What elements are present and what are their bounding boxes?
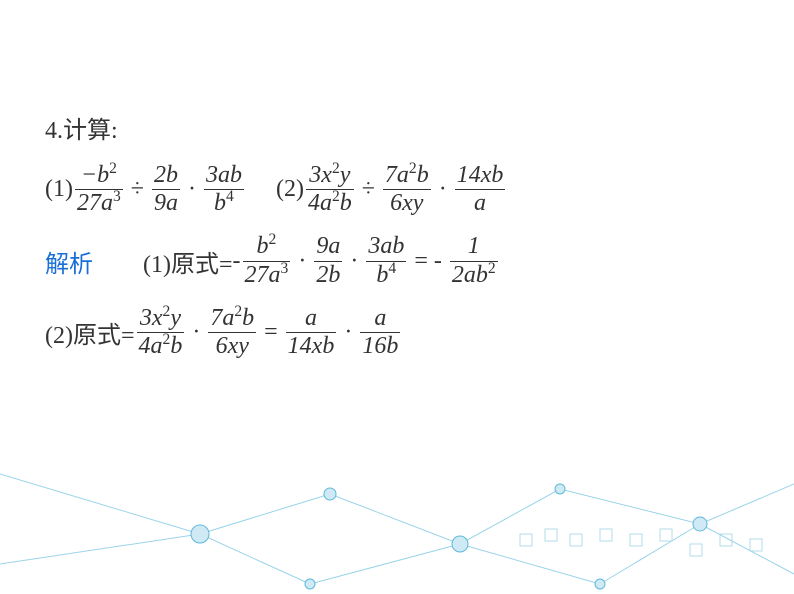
p2-f2-num-tail: b <box>417 162 429 188</box>
s2-f2-den: 6xy <box>214 334 251 359</box>
s1-frac3: 3ab b4 <box>366 234 406 287</box>
p1-f1-den: 27a <box>77 190 113 216</box>
s2-f4-den: 16b <box>360 334 400 359</box>
slide-content: 4.计算: (1) −b2 27a3 ÷ 2b 9a · 3ab b4 (2) … <box>45 110 754 377</box>
s1-neg: - <box>233 248 241 275</box>
s1-f1-den-sup: 3 <box>281 260 289 277</box>
p1-f3-num: 3ab <box>204 163 244 188</box>
s2-f1-num-tail: y <box>170 305 181 331</box>
s2-f1-den-tail: b <box>170 333 182 359</box>
p2-f1-den-sup: 2 <box>332 188 340 205</box>
s1-f1-num: b <box>257 233 269 259</box>
p1-f2-den: 9a <box>152 191 180 216</box>
s1-f3-den: b <box>376 262 388 288</box>
s2-frac1: 3x2y 4a2b <box>137 306 185 359</box>
s2-f3-den: 14xb <box>286 334 337 359</box>
p2-frac2: 7a2b 6xy <box>383 163 431 216</box>
s1-f2-den: 2b <box>314 263 342 288</box>
solution-line-1: 解析 (1)原式= - b2 27a3 · 9a 2b · 3ab b4 = -… <box>45 234 754 287</box>
s1-dot1: · <box>298 248 306 275</box>
s1-frac2: 9a 2b <box>314 234 342 287</box>
p2-f1-den: 4a <box>308 190 332 216</box>
solution-line-2: (2)原式= 3x2y 4a2b · 7a2b 6xy = a 14xb · a… <box>45 306 754 359</box>
p2-f1-num-tail: y <box>340 162 351 188</box>
s2-f2-num-tail: b <box>242 305 254 331</box>
s1-f4-num: 1 <box>466 234 482 259</box>
s1-f4-den-sup: 2 <box>488 260 496 277</box>
p1-f1-num-sup: 2 <box>109 160 117 177</box>
problem-expressions: (1) −b2 27a3 ÷ 2b 9a · 3ab b4 (2) 3x2y 4… <box>45 163 754 216</box>
p2-f1-den-tail: b <box>340 190 352 216</box>
s2-f2-num-sup: 2 <box>234 303 242 320</box>
s2-dot2: · <box>344 319 352 346</box>
p2-f2-num: 7a <box>385 162 409 188</box>
problem-title: 4.计算: <box>45 110 118 145</box>
s2-dot1: · <box>192 319 200 346</box>
p1-dot1: · <box>188 176 196 203</box>
s1-prefix: (1)原式= <box>143 244 233 279</box>
p2-frac3: 14xb a <box>455 163 506 216</box>
s1-frac1: b2 27a3 <box>243 234 291 287</box>
s2-f2-num: 7a <box>210 305 234 331</box>
p1-f1-num: −b <box>81 162 109 188</box>
p1-f1-den-sup: 3 <box>113 188 121 205</box>
p1-f3-den: b <box>214 190 226 216</box>
p2-f3-den: a <box>472 191 488 216</box>
s2-f3-num: a <box>303 306 319 331</box>
p1-frac3: 3ab b4 <box>204 163 244 216</box>
s2-f1-den: 4a <box>139 333 163 359</box>
s1-f3-den-sup: 4 <box>388 260 396 277</box>
p2-f3-num: 14xb <box>455 163 506 188</box>
p1-f2-num: 2b <box>152 163 180 188</box>
p2-f1-num: 3x <box>309 162 332 188</box>
s1-f1-num-sup: 2 <box>269 231 277 248</box>
s1-eq: = - <box>414 248 442 275</box>
s1-f2-num: 9a <box>314 234 342 259</box>
part2-label: (2) <box>276 176 304 203</box>
s2-f4-num: a <box>372 306 388 331</box>
problem-title-line: 4.计算: <box>45 110 754 145</box>
p2-f1-num-sup: 2 <box>332 160 340 177</box>
p1-op-div: ÷ <box>131 176 144 203</box>
p1-f3-den-sup: 4 <box>226 188 234 205</box>
p1-frac2: 2b 9a <box>152 163 180 216</box>
s1-f3-num: 3ab <box>366 234 406 259</box>
s2-prefix: (2)原式= <box>45 315 135 350</box>
s1-f1-den: 27a <box>245 262 281 288</box>
s2-frac3: a 14xb <box>286 306 337 359</box>
p2-f2-num-sup: 2 <box>409 160 417 177</box>
p1-frac1: −b2 27a3 <box>75 163 123 216</box>
s1-dot2: · <box>350 248 358 275</box>
p2-dot1: · <box>439 176 447 203</box>
s2-eq1: = <box>264 319 278 346</box>
p2-op-div: ÷ <box>362 176 375 203</box>
s1-frac4: 1 2ab2 <box>450 234 498 287</box>
p2-f2-den: 6xy <box>388 191 425 216</box>
decorative-network-icon <box>0 434 794 594</box>
s2-f1-num: 3x <box>140 305 163 331</box>
s2-frac4: a 16b <box>360 306 400 359</box>
solution-label: 解析 <box>45 244 93 279</box>
p2-frac1: 3x2y 4a2b <box>306 163 354 216</box>
s2-frac2: 7a2b 6xy <box>208 306 256 359</box>
s1-f4-den: 2ab <box>452 262 488 288</box>
part1-label: (1) <box>45 176 73 203</box>
